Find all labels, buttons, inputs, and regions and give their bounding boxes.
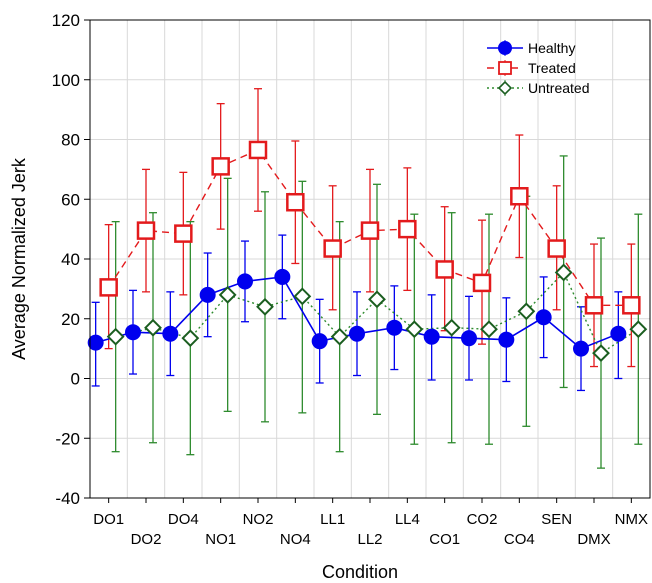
data-point-healthy — [349, 325, 365, 342]
data-point-untreated — [480, 320, 498, 339]
x-tick-label: LL4 — [395, 511, 420, 528]
x-tick-label: LL1 — [320, 511, 345, 528]
legend-marker-untreated — [497, 80, 513, 96]
data-point-untreated — [554, 263, 573, 282]
y-tick-label: 20 — [61, 310, 80, 329]
x-tick-label: CO4 — [504, 531, 535, 548]
x-tick-label: CO1 — [429, 531, 460, 548]
data-point-untreated — [592, 344, 610, 363]
data-point-healthy — [535, 309, 552, 326]
x-tick-label: DO1 — [93, 511, 124, 528]
data-point-treated — [360, 221, 380, 240]
data-point-healthy — [125, 324, 141, 341]
y-tick-label: 60 — [61, 190, 80, 209]
y-tick-label: 40 — [61, 250, 80, 269]
x-tick-label: LL2 — [357, 531, 382, 548]
data-point-untreated — [144, 318, 162, 337]
data-point-untreated — [368, 290, 386, 309]
legend-label: Untreated — [528, 80, 589, 96]
data-point-healthy — [237, 273, 253, 290]
data-point-treated — [211, 157, 230, 176]
data-point-treated — [99, 278, 118, 297]
data-point-untreated — [293, 287, 312, 306]
legend-marker-treated — [498, 61, 512, 75]
y-tick-label: -20 — [55, 429, 80, 448]
data-point-treated — [435, 260, 454, 279]
data-point-healthy — [162, 325, 179, 342]
series-markers — [87, 140, 648, 363]
data-point-untreated — [106, 327, 125, 346]
data-point-treated — [547, 239, 566, 258]
data-point-treated — [174, 224, 193, 243]
data-point-healthy — [423, 328, 440, 345]
data-point-treated — [248, 140, 268, 160]
data-point-healthy — [311, 333, 328, 350]
data-point-treated — [472, 273, 492, 293]
legend-marker-healthy — [498, 41, 512, 55]
x-tick-label: NO1 — [205, 531, 236, 548]
error-bars — [91, 88, 643, 469]
data-point-healthy — [573, 340, 589, 357]
data-point-healthy — [199, 286, 216, 303]
y-tick-label: -40 — [55, 489, 80, 508]
data-point-untreated — [181, 329, 200, 348]
y-tick-label: 120 — [52, 11, 80, 30]
x-tick-label: SEN — [541, 511, 572, 528]
data-point-healthy — [610, 325, 627, 342]
data-point-treated — [510, 187, 529, 206]
x-tick-label: CO2 — [467, 511, 498, 528]
data-point-untreated — [629, 320, 648, 339]
y-tick-label: 100 — [52, 71, 80, 90]
x-tick-label: DO4 — [168, 511, 199, 528]
data-point-healthy — [461, 330, 477, 347]
x-tick-label: DO2 — [131, 531, 162, 548]
x-tick-label: NO4 — [280, 531, 311, 548]
x-axis-label: Condition — [322, 562, 398, 582]
legend-label: Treated — [528, 60, 576, 76]
legend-label: Healthy — [528, 40, 575, 56]
data-point-untreated — [405, 320, 424, 339]
y-axis-ticks: 120 100 80 60 40 20 0 -20 -40 — [52, 11, 90, 508]
data-point-treated — [323, 239, 342, 258]
data-point-treated — [398, 219, 417, 239]
data-point-untreated — [256, 297, 274, 316]
data-point-healthy — [87, 334, 104, 351]
data-point-untreated — [218, 285, 237, 304]
y-tick-label: 80 — [61, 131, 80, 150]
y-axis-label: Average Normalized Jerk — [9, 157, 29, 360]
data-point-untreated — [442, 318, 461, 337]
data-point-untreated — [517, 302, 536, 321]
data-point-healthy — [274, 268, 291, 285]
y-tick-label: 0 — [71, 370, 80, 389]
data-point-treated — [286, 192, 305, 212]
x-tick-label: DMX — [577, 531, 610, 548]
grid — [90, 19, 650, 499]
x-tick-label: NO2 — [243, 511, 274, 528]
data-point-healthy — [386, 319, 403, 336]
x-axis-ticks: DO1 DO2 DO4 NO1 NO2 NO4 LL1 LL2 LL4 CO1 CO2 CO4 SEN D… — [93, 498, 648, 548]
data-point-treated — [584, 296, 604, 315]
x-tick-label: NMX — [615, 511, 648, 528]
data-point-healthy — [498, 331, 515, 348]
data-point-untreated — [330, 327, 349, 346]
legend: Healthy Treated Untreated — [487, 40, 589, 96]
data-point-treated — [622, 296, 641, 315]
data-point-treated — [136, 221, 156, 240]
